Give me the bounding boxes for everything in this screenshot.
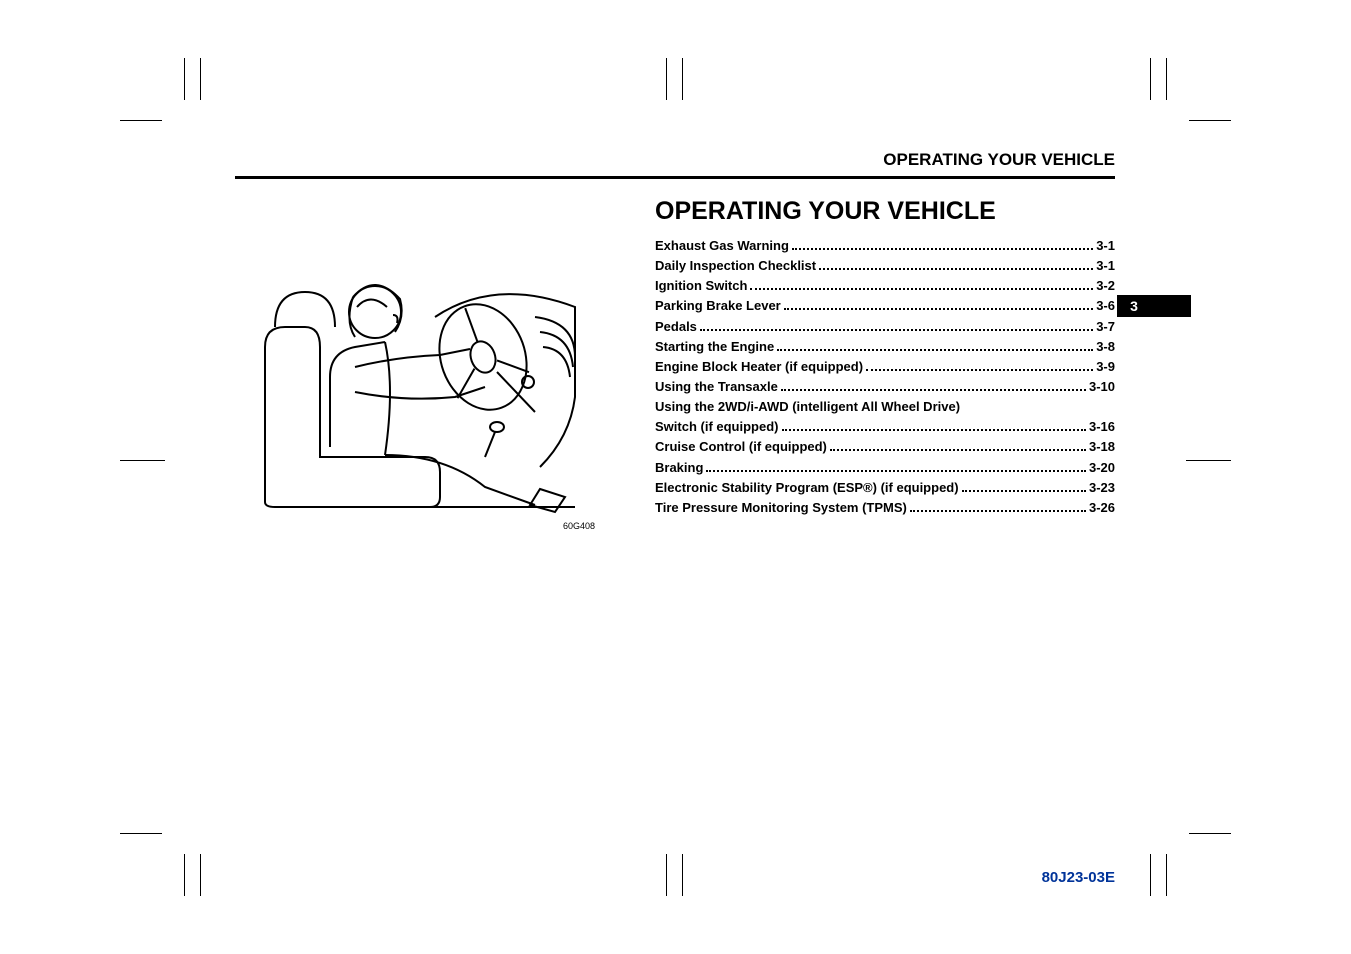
chapter-tab-stripe [1151,295,1191,317]
crop-mark [120,120,162,121]
running-header: OPERATING YOUR VEHICLE [235,150,1115,176]
toc-entry: Pedals 3-7 [655,317,1115,337]
crop-mark [682,58,683,100]
toc-page: 3-10 [1089,377,1115,397]
toc-label: Switch (if equipped) [655,417,779,437]
crop-mark [666,58,667,100]
toc-leader [784,308,1093,310]
crop-mark [682,854,683,896]
toc-entry: Starting the Engine 3-8 [655,337,1115,357]
crop-mark [1150,854,1151,896]
crop-mark [184,854,185,896]
crop-mark [184,58,185,100]
crop-mark [1166,854,1167,896]
toc-page: 3-20 [1089,458,1115,478]
toc-leader [830,449,1086,451]
crop-mark [120,833,162,834]
toc-entry: Engine Block Heater (if equipped) 3-9 [655,357,1115,377]
toc-label: Braking [655,458,703,478]
toc-leader [792,248,1093,250]
toc-entry: Cruise Control (if equipped) 3-18 [655,437,1115,457]
toc-page: 3-6 [1096,296,1115,316]
toc-label: Daily Inspection Checklist [655,256,816,276]
crop-mark [1189,120,1231,121]
toc-label: Tire Pressure Monitoring System (TPMS) [655,498,907,518]
toc-entry: Parking Brake Lever 3-6 [655,296,1115,316]
driver-illustration [235,237,595,517]
side-tick [1186,460,1231,461]
crop-mark [666,854,667,896]
toc-label: Pedals [655,317,697,337]
toc-label: Starting the Engine [655,337,774,357]
toc-page: 3-1 [1096,236,1115,256]
toc-label: Electronic Stability Program (ESP®) (if … [655,478,959,498]
toc-entry: Ignition Switch 3-2 [655,276,1115,296]
header-rule [235,176,1115,179]
toc-leader [782,429,1086,431]
toc-label: Using the Transaxle [655,377,778,397]
document-code: 80J23-03E [1042,869,1115,886]
crop-mark [1150,58,1151,100]
toc-page: 3-18 [1089,437,1115,457]
toc-column: OPERATING YOUR VEHICLE Exhaust Gas Warni… [655,197,1115,531]
chapter-tab: 3 [1117,295,1151,317]
toc-label: Engine Block Heater (if equipped) [655,357,863,377]
toc-page: 3-23 [1089,478,1115,498]
toc-entry: Switch (if equipped) 3-16 [655,417,1115,437]
toc-leader [962,490,1086,492]
toc-leader [700,329,1093,331]
toc-page: 3-16 [1089,417,1115,437]
table-of-contents: Exhaust Gas Warning3-1Daily Inspection C… [655,236,1115,518]
toc-entry: Daily Inspection Checklist 3-1 [655,256,1115,276]
crop-mark [1189,833,1231,834]
crop-mark [200,854,201,896]
side-tick [120,460,165,461]
crop-mark [1166,58,1167,100]
toc-leader [819,268,1093,270]
toc-label: Ignition Switch [655,276,747,296]
toc-leader [910,510,1086,512]
toc-leader [866,369,1093,371]
illustration-column: 60G408 [235,197,615,531]
toc-page: 3-9 [1096,357,1115,377]
illustration-code: 60G408 [235,521,595,531]
crop-mark [200,58,201,100]
toc-leader [781,389,1086,391]
toc-leader [750,288,1093,290]
toc-entry: Using the Transaxle 3-10 [655,377,1115,397]
toc-entry: Tire Pressure Monitoring System (TPMS) 3-… [655,498,1115,518]
toc-leader [706,470,1086,472]
toc-leader [777,349,1093,351]
toc-label: Exhaust Gas Warning [655,236,789,256]
toc-page: 3-26 [1089,498,1115,518]
toc-entry: Braking 3-20 [655,458,1115,478]
toc-entry: Using the 2WD/i-AWD (intelligent All Whe… [655,397,1115,417]
toc-page: 3-8 [1096,337,1115,357]
section-title: OPERATING YOUR VEHICLE [655,197,1115,226]
toc-page: 3-2 [1096,276,1115,296]
toc-label: Using the 2WD/i-AWD (intelligent All Whe… [655,397,960,417]
toc-label: Cruise Control (if equipped) [655,437,827,457]
toc-entry: Exhaust Gas Warning 3-1 [655,236,1115,256]
page-content: OPERATING YOUR VEHICLE [235,150,1115,531]
toc-entry: Electronic Stability Program (ESP®) (if … [655,478,1115,498]
toc-page: 3-7 [1096,317,1115,337]
toc-page: 3-1 [1096,256,1115,276]
toc-label: Parking Brake Lever [655,296,781,316]
content-columns: 60G408 OPERATING YOUR VEHICLE Exhaust Ga… [235,197,1115,531]
